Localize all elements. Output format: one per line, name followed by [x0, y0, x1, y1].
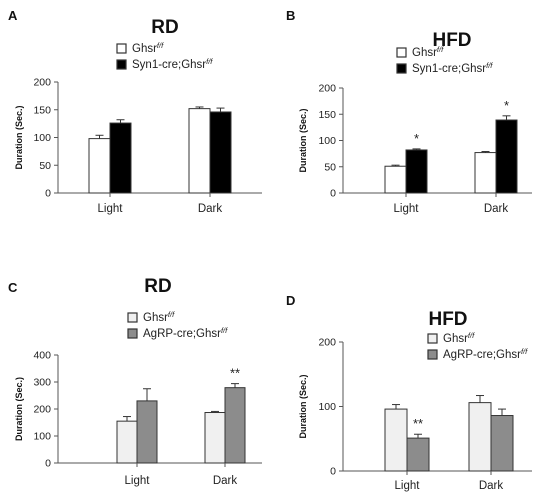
legend-label: Ghsrf/f	[443, 331, 475, 345]
legend-swatch	[127, 328, 138, 339]
chart-title: RD	[151, 17, 178, 38]
y-tick-label: 200	[33, 77, 51, 89]
significance-marker: **	[413, 416, 423, 431]
panel-d: D HFD Duration (Sec.) 0 100 200 ** Light Dark Ghs…	[286, 293, 532, 492]
panel-a: A RD Duration (Sec.) 0 50 100 150 200 Light Dark G…	[8, 8, 262, 215]
panel-letter: D	[286, 293, 295, 308]
panel-letter: C	[8, 280, 18, 295]
x-tick-label: Light	[125, 475, 151, 487]
y-tick-label: 150	[318, 109, 336, 121]
y-tick-label: 100	[318, 135, 336, 147]
legend-label: Syn1-cre;Ghsrf/f	[132, 57, 213, 71]
bar	[88, 138, 111, 194]
legend-label-superscript: f/f	[521, 347, 528, 356]
y-tick-label: 100	[33, 431, 51, 443]
panel-letter: B	[286, 8, 295, 23]
bar	[384, 165, 407, 194]
legend-label: Ghsrf/f	[132, 41, 164, 55]
legend-label-name: Ghsr	[143, 312, 168, 324]
x-tick-label: Dark	[198, 203, 223, 215]
x-tick-label: Light	[98, 203, 124, 215]
x-tick-label: Light	[395, 480, 421, 492]
panel-b: B HFD Duration (Sec.) 0 50 100 150 200 * Light * Da…	[286, 8, 532, 215]
y-axis-label: Duration (Sec.)	[14, 105, 24, 169]
bar	[116, 420, 138, 464]
y-tick-label: 100	[33, 132, 51, 144]
x-tick-label: Dark	[213, 475, 238, 487]
panel-letter: A	[8, 8, 18, 23]
y-tick-label: 300	[33, 377, 51, 389]
y-axis-label: Duration (Sec.)	[14, 377, 24, 441]
chart-title: HFD	[432, 30, 471, 51]
legend-label: AgRP-cre;Ghsrf/f	[143, 326, 228, 340]
legend-label-name: AgRP-cre;Ghsr	[443, 349, 521, 361]
chart-title: HFD	[428, 309, 467, 330]
legend-label: Syn1-cre;Ghsrf/f	[412, 61, 493, 75]
y-axis-label: Duration (Sec.)	[298, 374, 308, 438]
y-tick-label: 200	[318, 83, 336, 95]
legend-label-superscript: f/f	[468, 331, 475, 340]
x-tick-label: Light	[394, 203, 420, 215]
bar	[474, 152, 497, 194]
legend-swatch	[116, 43, 127, 54]
legend-label-superscript: f/f	[437, 45, 444, 54]
legend-label: Ghsrf/f	[412, 45, 444, 59]
legend-swatch	[116, 59, 127, 70]
x-tick-label: Dark	[484, 203, 509, 215]
chart-title: RD	[144, 276, 171, 297]
legend-label-superscript: f/f	[486, 61, 493, 70]
bar	[109, 122, 132, 194]
y-tick-label: 150	[33, 104, 51, 116]
legend-swatch	[427, 349, 438, 360]
y-tick-label: 0	[45, 458, 51, 470]
legend-label-name: Ghsr	[412, 47, 437, 59]
bar	[405, 149, 428, 194]
legend-label: Ghsrf/f	[143, 310, 175, 324]
legend-label-name: Syn1-cre;Ghsr	[132, 59, 206, 71]
legend-swatch	[396, 47, 407, 58]
y-tick-label: 200	[318, 337, 336, 349]
legend-label-name: Ghsr	[443, 333, 468, 345]
panel-c: C RD Duration (Sec.) 0 100 200 300 400 Light ** Da…	[8, 276, 262, 487]
legend-label: AgRP-cre;Ghsrf/f	[443, 347, 528, 361]
legend-swatch	[396, 63, 407, 74]
significance-marker: *	[504, 98, 509, 113]
legend-label-superscript: f/f	[168, 310, 175, 319]
y-tick-label: 200	[33, 404, 51, 416]
legend-label-superscript: f/f	[157, 41, 164, 50]
legend-label-name: AgRP-cre;Ghsr	[143, 328, 221, 340]
bar	[209, 111, 232, 194]
bar	[384, 408, 408, 472]
y-tick-label: 0	[45, 188, 51, 200]
y-tick-label: 50	[39, 160, 51, 172]
y-tick-label: 0	[330, 466, 336, 478]
y-tick-label: 0	[330, 188, 336, 200]
x-tick-label: Dark	[479, 480, 504, 492]
significance-marker: **	[230, 366, 240, 381]
legend-label-name: Ghsr	[132, 43, 157, 55]
legend-swatch	[427, 333, 438, 344]
legend-swatch	[127, 312, 138, 323]
y-tick-label: 400	[33, 350, 51, 362]
bar	[136, 400, 158, 464]
bar	[188, 108, 211, 194]
y-tick-label: 50	[324, 161, 336, 173]
legend-label-superscript: f/f	[221, 326, 228, 335]
significance-marker: *	[414, 131, 419, 146]
legend-label-superscript: f/f	[206, 57, 213, 66]
bar	[204, 412, 226, 464]
bar	[224, 387, 246, 464]
y-tick-label: 100	[318, 401, 336, 413]
y-axis-label: Duration (Sec.)	[298, 108, 308, 172]
bar	[490, 415, 514, 472]
legend-label-name: Syn1-cre;Ghsr	[412, 63, 486, 75]
bar	[406, 437, 430, 472]
bar	[495, 119, 518, 194]
bar	[468, 402, 492, 472]
